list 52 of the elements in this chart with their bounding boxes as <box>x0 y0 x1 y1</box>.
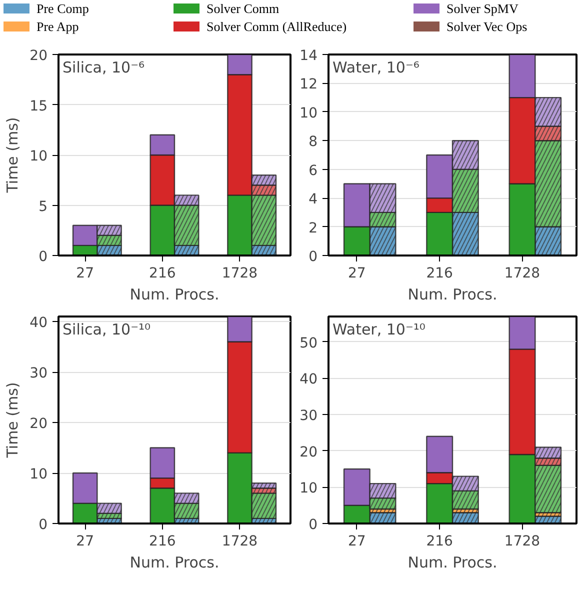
x-tick-label: 27 <box>348 266 366 282</box>
x-axis-title: Num. Procs. <box>408 286 498 304</box>
y-tick-label: 5 <box>38 198 48 215</box>
y-tick-label: 14 <box>300 48 318 64</box>
x-axis-title: Num. Procs. <box>130 286 220 304</box>
chart-title: Water, 10⁻¹⁰ <box>332 320 426 338</box>
legend-label: Solver SpMV <box>446 1 519 16</box>
y-tick-label: 10 <box>30 466 48 483</box>
y-tick-label: 40 <box>30 315 48 332</box>
y-axis-title: Time (ms) <box>4 382 22 459</box>
legend-label: Solver Vec Ops <box>446 19 528 34</box>
x-tick-label: 216 <box>149 534 176 550</box>
legend-label: Solver Comm <box>206 1 280 16</box>
x-tick-label: 1728 <box>222 266 258 282</box>
x-tick-label: 1728 <box>504 534 540 550</box>
y-tick-label: 4 <box>308 192 318 208</box>
legend-label: Pre Comp <box>36 1 89 16</box>
y-tick-label: 0 <box>308 249 318 265</box>
y-tick-label: 30 <box>30 366 48 382</box>
y-tick-label: 12 <box>300 76 318 93</box>
y-axis-title: Time (ms) <box>4 117 22 194</box>
y-tick-label: 6 <box>308 162 318 179</box>
y-tick-label: 0 <box>308 517 318 533</box>
chart-title: Silica, 10⁻¹⁰ <box>62 320 151 338</box>
chart-title: Water, 10⁻⁶ <box>332 58 420 76</box>
x-tick-label: 216 <box>149 266 176 282</box>
x-axis-title: Num. Procs. <box>408 554 498 572</box>
y-tick-label: 50 <box>300 335 318 352</box>
x-tick-label: 27 <box>76 534 94 550</box>
x-axis-title: Num. Procs. <box>130 554 220 572</box>
legend-label: Solver Comm (AllReduce) <box>206 19 347 34</box>
y-tick-label: 10 <box>300 105 318 122</box>
y-tick-label: 2 <box>308 220 318 236</box>
y-tick-label: 20 <box>30 48 48 64</box>
x-tick-label: 216 <box>426 534 454 550</box>
y-tick-label: 10 <box>300 480 318 497</box>
y-tick-label: 15 <box>30 98 48 114</box>
legend-label: Pre App <box>36 19 79 34</box>
y-tick-label: 40 <box>300 372 318 388</box>
y-tick-label: 8 <box>308 134 318 150</box>
x-tick-label: 216 <box>426 266 454 282</box>
x-tick-label: 27 <box>348 534 366 550</box>
y-tick-label: 0 <box>38 249 48 265</box>
y-tick-label: 10 <box>30 148 48 164</box>
y-tick-label: 30 <box>300 408 318 424</box>
x-tick-label: 27 <box>76 266 94 282</box>
x-tick-label: 1728 <box>504 266 540 282</box>
x-tick-label: 1728 <box>222 534 258 550</box>
y-tick-label: 0 <box>38 517 48 533</box>
y-tick-label: 20 <box>30 416 48 432</box>
y-tick-label: 20 <box>300 444 318 460</box>
chart-title: Silica, 10⁻⁶ <box>62 58 145 76</box>
